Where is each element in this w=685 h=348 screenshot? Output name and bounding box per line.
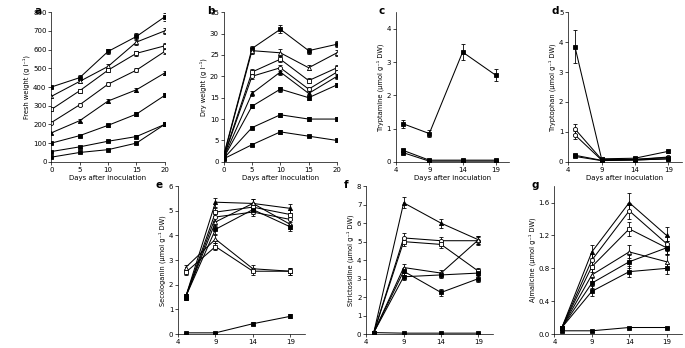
X-axis label: Days after inoculation: Days after inoculation bbox=[586, 175, 664, 181]
Text: d: d bbox=[551, 6, 559, 16]
Y-axis label: Fresh weight (g l⁻¹): Fresh weight (g l⁻¹) bbox=[23, 55, 30, 119]
Text: b: b bbox=[207, 6, 214, 16]
Text: g: g bbox=[532, 180, 539, 190]
X-axis label: Days after inoculation: Days after inoculation bbox=[414, 175, 491, 181]
Text: a: a bbox=[34, 6, 42, 16]
Text: e: e bbox=[155, 180, 162, 190]
Text: c: c bbox=[379, 6, 385, 16]
X-axis label: Days after inoculation: Days after inoculation bbox=[242, 175, 319, 181]
Text: f: f bbox=[343, 180, 348, 190]
Y-axis label: Tryptamine (µmol g⁻¹ DW): Tryptamine (µmol g⁻¹ DW) bbox=[376, 43, 384, 131]
X-axis label: Days after inoculation: Days after inoculation bbox=[69, 175, 147, 181]
Y-axis label: Tryptophan (µmol g⁻¹ DW): Tryptophan (µmol g⁻¹ DW) bbox=[549, 43, 556, 131]
Y-axis label: Strictosidine (µmol g⁻¹ DW): Strictosidine (µmol g⁻¹ DW) bbox=[347, 214, 354, 306]
Y-axis label: Dry weight (g l⁻¹): Dry weight (g l⁻¹) bbox=[199, 58, 207, 116]
Y-axis label: Secologanin (µmol g⁻¹ DW): Secologanin (µmol g⁻¹ DW) bbox=[158, 215, 166, 306]
Y-axis label: Ajmalicine (µmol g⁻¹ DW): Ajmalicine (µmol g⁻¹ DW) bbox=[528, 218, 536, 302]
